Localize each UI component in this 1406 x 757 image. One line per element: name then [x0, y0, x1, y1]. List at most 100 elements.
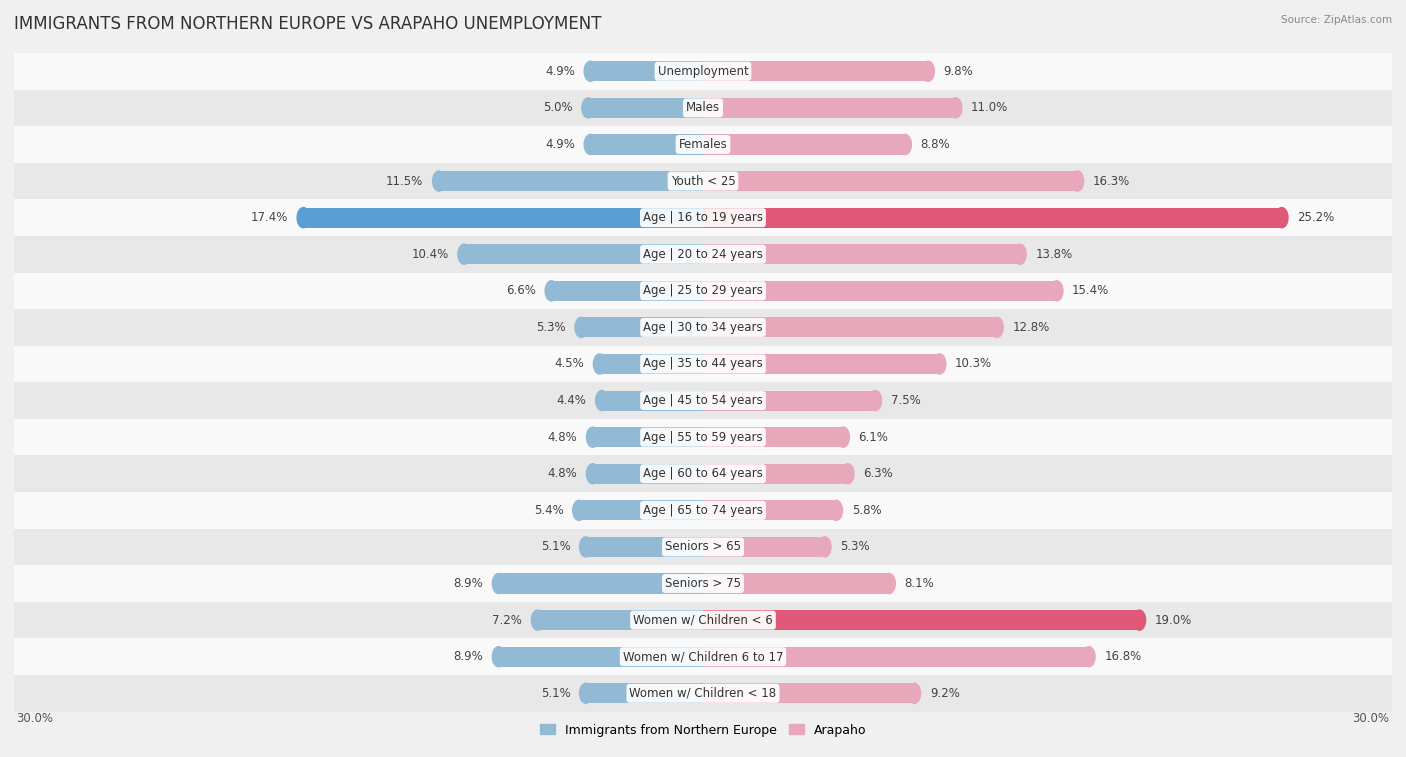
Circle shape — [1050, 281, 1063, 301]
Circle shape — [583, 61, 596, 81]
Text: 6.1%: 6.1% — [859, 431, 889, 444]
Text: 4.4%: 4.4% — [557, 394, 586, 407]
Text: 30.0%: 30.0% — [1353, 712, 1389, 725]
Bar — [602, 391, 703, 410]
Text: Age | 20 to 24 years: Age | 20 to 24 years — [643, 248, 763, 260]
Text: 9.8%: 9.8% — [943, 65, 973, 78]
Bar — [579, 500, 703, 520]
FancyBboxPatch shape — [14, 89, 1392, 126]
Text: Women w/ Children < 18: Women w/ Children < 18 — [630, 687, 776, 699]
Text: 9.2%: 9.2% — [929, 687, 960, 699]
Circle shape — [492, 574, 505, 593]
Text: Age | 25 to 29 years: Age | 25 to 29 years — [643, 285, 763, 298]
FancyBboxPatch shape — [14, 53, 1392, 89]
Circle shape — [1014, 245, 1026, 264]
Bar — [703, 245, 1019, 264]
Bar — [581, 317, 703, 338]
Circle shape — [492, 646, 505, 667]
Bar — [703, 207, 1282, 228]
Text: 13.8%: 13.8% — [1035, 248, 1073, 260]
Bar — [703, 98, 956, 118]
Text: 8.9%: 8.9% — [453, 650, 484, 663]
Circle shape — [593, 354, 606, 374]
Bar — [703, 354, 939, 374]
Text: 30.0%: 30.0% — [17, 712, 53, 725]
Text: Age | 55 to 59 years: Age | 55 to 59 years — [643, 431, 763, 444]
Bar — [703, 574, 889, 593]
Circle shape — [572, 500, 585, 520]
Circle shape — [837, 427, 849, 447]
FancyBboxPatch shape — [14, 565, 1392, 602]
Circle shape — [949, 98, 962, 118]
Text: 5.1%: 5.1% — [541, 540, 571, 553]
FancyBboxPatch shape — [14, 419, 1392, 456]
Text: 10.3%: 10.3% — [955, 357, 993, 370]
Bar — [499, 646, 703, 667]
Text: 8.8%: 8.8% — [921, 138, 950, 151]
Circle shape — [531, 610, 544, 630]
Text: Source: ZipAtlas.com: Source: ZipAtlas.com — [1281, 15, 1392, 25]
FancyBboxPatch shape — [14, 273, 1392, 309]
Bar — [599, 354, 703, 374]
Text: Women w/ Children < 6: Women w/ Children < 6 — [633, 614, 773, 627]
Text: Females: Females — [679, 138, 727, 151]
Bar — [593, 427, 703, 447]
Bar — [703, 427, 844, 447]
Bar — [439, 171, 703, 191]
Text: 5.8%: 5.8% — [852, 504, 882, 517]
FancyBboxPatch shape — [14, 163, 1392, 199]
Text: 4.5%: 4.5% — [554, 357, 583, 370]
FancyBboxPatch shape — [14, 492, 1392, 528]
Circle shape — [991, 317, 1004, 338]
Circle shape — [841, 464, 853, 484]
Bar — [499, 574, 703, 593]
Bar — [703, 610, 1139, 630]
Bar — [703, 61, 928, 81]
Text: 19.0%: 19.0% — [1154, 614, 1192, 627]
Text: 17.4%: 17.4% — [250, 211, 288, 224]
Bar — [591, 61, 703, 81]
FancyBboxPatch shape — [14, 456, 1392, 492]
Bar — [304, 207, 703, 228]
Text: 8.9%: 8.9% — [453, 577, 484, 590]
FancyBboxPatch shape — [14, 236, 1392, 273]
Text: Age | 35 to 44 years: Age | 35 to 44 years — [643, 357, 763, 370]
Bar — [703, 646, 1088, 667]
Bar — [591, 135, 703, 154]
Text: Age | 30 to 34 years: Age | 30 to 34 years — [643, 321, 763, 334]
Text: Age | 60 to 64 years: Age | 60 to 64 years — [643, 467, 763, 480]
Circle shape — [586, 427, 599, 447]
FancyBboxPatch shape — [14, 382, 1392, 419]
Circle shape — [1133, 610, 1146, 630]
Text: IMMIGRANTS FROM NORTHERN EUROPE VS ARAPAHO UNEMPLOYMENT: IMMIGRANTS FROM NORTHERN EUROPE VS ARAPA… — [14, 15, 602, 33]
Legend: Immigrants from Northern Europe, Arapaho: Immigrants from Northern Europe, Arapaho — [534, 718, 872, 742]
Circle shape — [596, 391, 609, 410]
Bar — [593, 464, 703, 484]
Bar — [703, 391, 875, 410]
Circle shape — [922, 61, 935, 81]
Bar — [703, 317, 997, 338]
Circle shape — [898, 135, 911, 154]
Circle shape — [830, 500, 842, 520]
Text: Unemployment: Unemployment — [658, 65, 748, 78]
Bar — [703, 500, 837, 520]
Circle shape — [1083, 646, 1095, 667]
Circle shape — [579, 684, 592, 703]
FancyBboxPatch shape — [14, 638, 1392, 675]
Circle shape — [883, 574, 896, 593]
Circle shape — [586, 464, 599, 484]
Bar — [703, 171, 1077, 191]
FancyBboxPatch shape — [14, 528, 1392, 565]
Text: 5.1%: 5.1% — [541, 687, 571, 699]
Circle shape — [583, 135, 596, 154]
Bar — [551, 281, 703, 301]
Bar — [703, 684, 914, 703]
Text: 25.2%: 25.2% — [1298, 211, 1334, 224]
Text: Seniors > 75: Seniors > 75 — [665, 577, 741, 590]
Circle shape — [908, 684, 921, 703]
Circle shape — [1275, 207, 1288, 228]
Bar — [537, 610, 703, 630]
Circle shape — [458, 245, 471, 264]
Text: Age | 16 to 19 years: Age | 16 to 19 years — [643, 211, 763, 224]
Text: 5.3%: 5.3% — [536, 321, 565, 334]
